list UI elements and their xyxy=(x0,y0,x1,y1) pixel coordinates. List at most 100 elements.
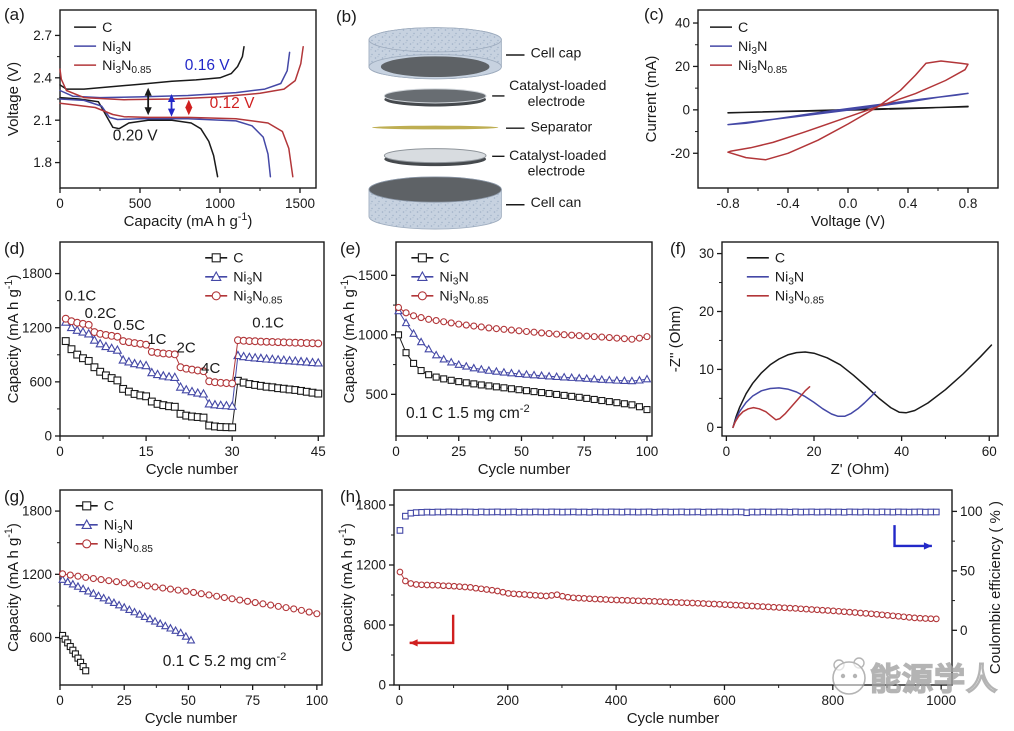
svg-text:Catalyst-loaded: Catalyst-loaded xyxy=(509,147,606,163)
svg-text:4C: 4C xyxy=(201,360,220,377)
svg-text:50: 50 xyxy=(181,693,196,708)
svg-text:1000: 1000 xyxy=(205,196,235,211)
svg-text:0.5C: 0.5C xyxy=(113,317,145,334)
svg-text:C: C xyxy=(102,20,112,36)
panel-f: (f) 0 20 40 60 0 10 20 30 Z' (Ohm) -Z'' (Ohm) C Ni3N… xyxy=(666,234,1014,482)
panel-b-diagram: (b)Cell capCatalyst-loadedelectrodeSepar… xyxy=(336,7,606,230)
svg-text:Capacity (mA h g-1): Capacity (mA h g-1) xyxy=(3,275,22,404)
svg-text:Ni3N0.85: Ni3N0.85 xyxy=(439,289,489,307)
svg-text:Ni3N0.85: Ni3N0.85 xyxy=(233,289,283,307)
svg-text:600: 600 xyxy=(29,374,52,389)
svg-text:Cell can: Cell can xyxy=(531,194,582,210)
svg-text:(b): (b) xyxy=(336,7,357,26)
svg-text:Z' (Ohm): Z' (Ohm) xyxy=(831,461,890,478)
svg-text:Catalyst-loaded: Catalyst-loaded xyxy=(509,77,606,93)
svg-text:Ni3N0.85: Ni3N0.85 xyxy=(102,58,152,76)
svg-text:1800: 1800 xyxy=(22,504,52,519)
svg-text:100: 100 xyxy=(306,693,329,708)
svg-text:Ni3N: Ni3N xyxy=(104,518,133,536)
svg-text:(c): (c) xyxy=(644,5,664,24)
svg-text:-Z'' (Ohm): -Z'' (Ohm) xyxy=(667,306,684,373)
svg-text:0: 0 xyxy=(56,693,64,708)
svg-text:600: 600 xyxy=(363,618,386,633)
svg-text:Cycle number: Cycle number xyxy=(627,710,720,727)
svg-text:Cycle number: Cycle number xyxy=(146,461,239,478)
svg-text:Voltage (V): Voltage (V) xyxy=(811,213,885,230)
svg-text:2.4: 2.4 xyxy=(33,70,52,85)
svg-text:600: 600 xyxy=(29,630,52,645)
svg-text:75: 75 xyxy=(577,444,592,459)
svg-text:100: 100 xyxy=(636,444,659,459)
svg-text:0: 0 xyxy=(56,196,64,211)
svg-text:0.1 C 5.2 mg cm-2: 0.1 C 5.2 mg cm-2 xyxy=(163,651,287,670)
svg-text:1800: 1800 xyxy=(22,266,52,281)
svg-text:50: 50 xyxy=(514,444,529,459)
svg-text:electrode: electrode xyxy=(528,93,586,109)
panel-h-chart: (h) 0 200 400 600 800 1000 0 600 1200 1800 0 50 100 Cy… xyxy=(337,487,1004,727)
svg-text:0.12 V: 0.12 V xyxy=(210,95,255,112)
svg-text:0: 0 xyxy=(960,623,968,638)
svg-text:25: 25 xyxy=(117,693,132,708)
svg-text:50: 50 xyxy=(960,563,975,578)
svg-text:40: 40 xyxy=(675,16,690,31)
svg-text:Coulombic efficiency ( % ): Coulombic efficiency ( % ) xyxy=(987,501,1004,674)
svg-text:Capacity (mA h g-1): Capacity (mA h g-1) xyxy=(124,211,253,230)
panel-a-chart: (a) 0 500 1000 1500 1.8 2.1 2.4 2.7 Capacity (mA … xyxy=(4,5,317,230)
svg-text:0: 0 xyxy=(44,429,52,444)
svg-text:1C: 1C xyxy=(147,331,166,348)
svg-text:0: 0 xyxy=(706,420,714,435)
svg-text:2.7: 2.7 xyxy=(33,28,52,43)
panel-c: (c) -0.8 -0.4 0.0 0.4 0.8 -20 0 20 40 Voltage (V) C… xyxy=(640,0,1014,234)
svg-text:0: 0 xyxy=(723,444,731,459)
svg-text:Cycle number: Cycle number xyxy=(145,710,238,727)
svg-text:0.16 V: 0.16 V xyxy=(185,57,230,74)
svg-text:C: C xyxy=(439,251,449,267)
svg-text:20: 20 xyxy=(675,59,690,74)
panel-e-chart: (e) 0 25 50 75 100 500 1000 1500 Cycle number Capa… xyxy=(339,239,659,478)
svg-text:30: 30 xyxy=(225,444,240,459)
svg-text:800: 800 xyxy=(822,693,845,708)
svg-text:2C: 2C xyxy=(177,340,196,357)
svg-text:(g): (g) xyxy=(4,487,25,506)
svg-text:1500: 1500 xyxy=(285,196,315,211)
panel-d: (d) 0 15 30 45 0 600 1200 1800 Cycle number Capaci… xyxy=(0,234,336,482)
svg-text:1200: 1200 xyxy=(22,567,52,582)
svg-text:Ni3N: Ni3N xyxy=(233,270,262,288)
svg-text:1.8: 1.8 xyxy=(33,155,52,170)
svg-text:500: 500 xyxy=(129,196,152,211)
panel-d-chart: (d) 0 15 30 45 0 600 1200 1800 Cycle number Capaci… xyxy=(3,239,326,478)
svg-text:0: 0 xyxy=(56,444,64,459)
svg-text:Capacity (mA h g-1): Capacity (mA h g-1) xyxy=(337,523,356,652)
svg-text:0.20 V: 0.20 V xyxy=(113,128,158,145)
svg-text:electrode: electrode xyxy=(528,163,586,179)
svg-text:Cell cap: Cell cap xyxy=(531,44,582,60)
svg-text:Capacity (mA h g-1): Capacity (mA h g-1) xyxy=(339,275,358,404)
svg-text:20: 20 xyxy=(699,304,714,319)
svg-text:-0.4: -0.4 xyxy=(776,196,800,211)
svg-text:0.4: 0.4 xyxy=(899,196,918,211)
svg-text:Cycle number: Cycle number xyxy=(478,461,571,478)
svg-text:0: 0 xyxy=(682,102,690,117)
panel-e: (e) 0 25 50 75 100 500 1000 1500 Cycle number Capa… xyxy=(336,234,666,482)
panel-h: (h) 0 200 400 600 800 1000 0 600 1200 1800 0 50 100 Cy… xyxy=(336,482,1014,731)
svg-text:0.0: 0.0 xyxy=(839,196,858,211)
svg-text:Ni3N0.85: Ni3N0.85 xyxy=(775,289,825,307)
svg-text:0.8: 0.8 xyxy=(959,196,978,211)
svg-text:200: 200 xyxy=(497,693,520,708)
svg-text:25: 25 xyxy=(451,444,466,459)
svg-text:Ni3N: Ni3N xyxy=(102,39,131,57)
svg-text:C: C xyxy=(738,20,748,36)
panel-a: (a) 0 500 1000 1500 1.8 2.1 2.4 2.7 Capacity (mA … xyxy=(0,0,332,234)
svg-text:1500: 1500 xyxy=(358,268,388,283)
svg-text:-0.8: -0.8 xyxy=(716,196,739,211)
svg-text:0: 0 xyxy=(378,678,386,693)
svg-text:30: 30 xyxy=(699,246,714,261)
svg-text:C: C xyxy=(104,499,114,515)
svg-text:400: 400 xyxy=(605,693,628,708)
svg-text:(h): (h) xyxy=(340,487,361,506)
svg-text:100: 100 xyxy=(960,504,983,519)
svg-text:(e): (e) xyxy=(340,239,361,258)
svg-text:Current (mA): Current (mA) xyxy=(643,56,660,143)
svg-text:0: 0 xyxy=(396,693,404,708)
svg-text:-20: -20 xyxy=(670,146,690,161)
